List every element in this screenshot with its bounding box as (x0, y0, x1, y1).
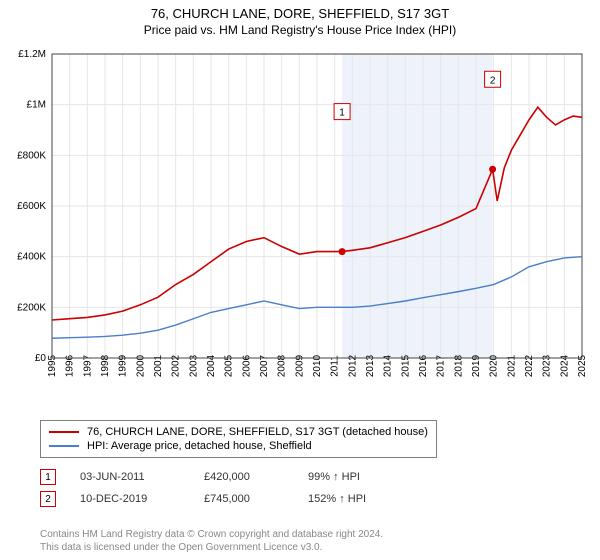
legend-row: 76, CHURCH LANE, DORE, SHEFFIELD, S17 3G… (49, 425, 428, 439)
chart-subtitle: Price paid vs. HM Land Registry's House … (0, 21, 600, 41)
chart-svg: £0£200K£400K£600K£800K£1M£1.2M1995199619… (0, 44, 600, 414)
marker-table-row: 1 03-JUN-2011 £420,000 99% ↑ HPI (40, 466, 388, 488)
legend-swatch (49, 431, 79, 433)
marker-dot-2 (489, 166, 496, 173)
marker-table-date: 10-DEC-2019 (80, 493, 180, 505)
y-tick-label: £800K (17, 150, 46, 161)
marker-table-date: 03-JUN-2011 (80, 471, 180, 483)
legend: 76, CHURCH LANE, DORE, SHEFFIELD, S17 3G… (40, 420, 437, 458)
legend-swatch (49, 445, 79, 447)
footer-note: Contains HM Land Registry data © Crown c… (40, 528, 383, 554)
legend-row: HPI: Average price, detached house, Shef… (49, 439, 428, 453)
marker-table-pct: 99% ↑ HPI (308, 471, 388, 483)
y-tick-label: £200K (17, 302, 46, 313)
marker-dot-1 (339, 248, 346, 255)
marker-badge-label-1: 1 (339, 108, 345, 119)
marker-table: 1 03-JUN-2011 £420,000 99% ↑ HPI 2 10-DEC-201… (40, 466, 388, 510)
chart-plot: £0£200K£400K£600K£800K£1M£1.2M1995199619… (0, 44, 600, 414)
marker-badge-label-2: 2 (490, 75, 496, 86)
chart-title: 76, CHURCH LANE, DORE, SHEFFIELD, S17 3G… (0, 0, 600, 21)
footer-line-2: This data is licensed under the Open Gov… (40, 541, 383, 554)
marker-table-pct: 152% ↑ HPI (308, 493, 388, 505)
chart-container: 76, CHURCH LANE, DORE, SHEFFIELD, S17 3G… (0, 0, 600, 560)
footer-line-1: Contains HM Land Registry data © Crown c… (40, 528, 383, 541)
y-tick-label: £600K (17, 201, 46, 212)
marker-table-badge: 2 (40, 491, 56, 507)
legend-label: HPI: Average price, detached house, Shef… (87, 440, 312, 452)
marker-table-price: £420,000 (204, 471, 284, 483)
y-tick-label: £0 (35, 353, 47, 364)
y-tick-label: £1M (27, 100, 46, 111)
marker-table-row: 2 10-DEC-2019 £745,000 152% ↑ HPI (40, 488, 388, 510)
marker-table-price: £745,000 (204, 493, 284, 505)
y-tick-label: £1.2M (18, 49, 46, 60)
y-tick-label: £400K (17, 252, 46, 263)
marker-table-badge: 1 (40, 469, 56, 485)
legend-label: 76, CHURCH LANE, DORE, SHEFFIELD, S17 3G… (87, 426, 428, 438)
